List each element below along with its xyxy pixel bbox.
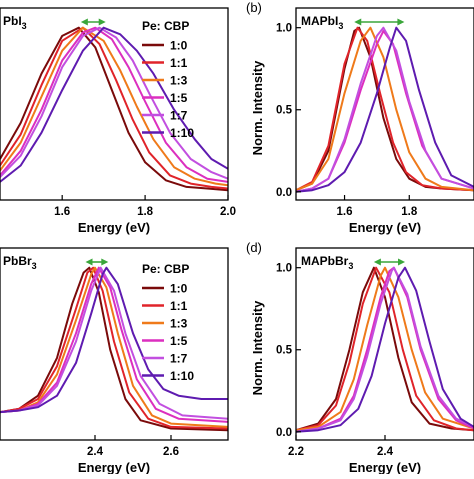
legend-entry-label: 1:5: [170, 334, 188, 348]
shift-arrow-head-left: [373, 258, 381, 266]
series-group: [296, 26, 474, 193]
x-axis-label: Energy (eV): [349, 460, 421, 474]
panel-letter: (b): [246, 0, 262, 15]
x-tick-label: 2.2: [288, 446, 304, 458]
sample-label-main: PbBr: [3, 254, 32, 268]
sample-label-main: MAPbBr: [301, 254, 349, 268]
sample-label-subscript: 3: [348, 261, 353, 271]
x-tick-label: 2.4: [87, 446, 104, 458]
panel-a: 1.6 1.8 2.0 Energy (eV) PbI3 Pe: CBP 1:0 1:1 1:3…: [0, 7, 236, 235]
y-axis-label: Norm. Intensity: [250, 300, 265, 395]
shift-arrow-head-right: [398, 258, 406, 266]
series-line-c-2: [0, 266, 228, 430]
series-line-a-3: [0, 26, 228, 187]
series-line-c-5: [0, 266, 228, 420]
series-line-a-1: [0, 26, 228, 192]
legend-entry-label: 1:7: [170, 109, 188, 123]
sample-label-main: MAPbI: [301, 14, 338, 28]
sample-label: PbI3: [3, 14, 27, 31]
series-line-d-6: [296, 266, 474, 433]
y-tick-label: 1.0: [276, 263, 292, 275]
legend-entry-label: 1:10: [170, 126, 194, 140]
legend-entry-label: 1:1: [170, 56, 188, 70]
plot-frame: [0, 247, 229, 441]
legend-entry-label: 1:3: [170, 74, 188, 88]
x-axis-label: Energy (eV): [78, 220, 150, 235]
legend: Pe: CBP 1:0 1:1 1:3 1:5 1:7 1:10: [142, 19, 194, 140]
shift-arrow-head-right: [98, 18, 106, 26]
series-line-b-6: [296, 26, 474, 193]
x-axis-label: Energy (eV): [78, 460, 150, 474]
series-line-c-3: [0, 266, 228, 428]
legend-entry-label: 1:1: [170, 299, 188, 313]
series-line-b-2: [296, 26, 474, 192]
legend-entry-label: 1:0: [170, 39, 188, 53]
panel-c: 2.4 2.6 Energy (eV) PbBr3 Pe: CBP 1:0 1:1 1:3 1:…: [0, 247, 229, 475]
legend-entry-label: 1:7: [170, 352, 188, 366]
legend-entry-label: 1:10: [170, 369, 194, 383]
x-tick-label: 1.6: [337, 206, 353, 218]
y-tick-label: 0.0: [276, 187, 292, 199]
series-line-c-4: [0, 266, 228, 423]
sample-label: PbBr3: [3, 254, 37, 271]
series-line-c-1: [0, 266, 228, 432]
shift-arrow-head-left: [80, 18, 88, 26]
legend-title: Pe: CBP: [142, 19, 189, 33]
y-tick-label: 0.5: [276, 345, 293, 357]
x-tick-label: 2.4: [377, 446, 394, 458]
legend-entry-label: 1:5: [170, 91, 188, 105]
panel-d: 2.2 2.4 0.0 0.5 1.0 Energy (eV) Norm. Intensit…: [246, 240, 474, 475]
y-axis-label: Norm. Intensity: [250, 60, 265, 155]
series-line-a-6: [0, 26, 228, 183]
x-tick-label: 2.0: [220, 206, 236, 218]
legend-entry-label: 1:3: [170, 317, 188, 331]
series-line-d-2: [296, 266, 474, 432]
sample-label: MAPbI3: [301, 14, 343, 31]
series-line-b-5: [296, 26, 474, 193]
series-group: [0, 266, 228, 432]
series-line-a-4: [0, 26, 228, 183]
series-line-d-5: [296, 266, 474, 433]
plot-frame: [295, 7, 474, 201]
plot-frame: [0, 7, 229, 201]
shift-arrow-head-left: [354, 18, 362, 26]
shift-arrow-head-right: [101, 258, 109, 266]
x-tick-label: 1.6: [54, 206, 70, 218]
sample-label-subscript: 3: [22, 21, 27, 31]
legend: Pe: CBP 1:0 1:1 1:3 1:5 1:7 1:10: [142, 262, 194, 383]
series-group: [296, 266, 474, 433]
x-tick-label: 1.8: [137, 206, 154, 218]
x-tick-label: 2.6: [163, 446, 179, 458]
legend-title: Pe: CBP: [142, 262, 189, 276]
sample-label-subscript: 3: [338, 21, 343, 31]
sample-label-main: PbI: [3, 14, 22, 28]
sample-label-subscript: 3: [32, 261, 37, 271]
x-tick-label: 1.8: [401, 206, 418, 218]
series-line-a-5: [0, 26, 228, 180]
y-tick-label: 1.0: [276, 23, 292, 35]
series-line-a-2: [0, 26, 228, 190]
series-line-d-3: [296, 266, 474, 432]
legend-entry-label: 1:0: [170, 282, 188, 296]
series-line-c-6: [0, 266, 228, 414]
sample-label: MAPbBr3: [301, 254, 353, 271]
panel-b: 1.6 1.8 0.0 0.5 1.0 Energy (eV) Norm. Intensit…: [246, 0, 474, 235]
y-tick-label: 0.0: [276, 427, 292, 439]
shift-arrow-head-left: [85, 258, 93, 266]
panel-letter: (d): [246, 240, 262, 255]
series-group: [0, 26, 228, 192]
shift-arrow-head-right: [397, 18, 405, 26]
y-tick-label: 0.5: [276, 105, 293, 117]
x-axis-label: Energy (eV): [349, 220, 421, 235]
